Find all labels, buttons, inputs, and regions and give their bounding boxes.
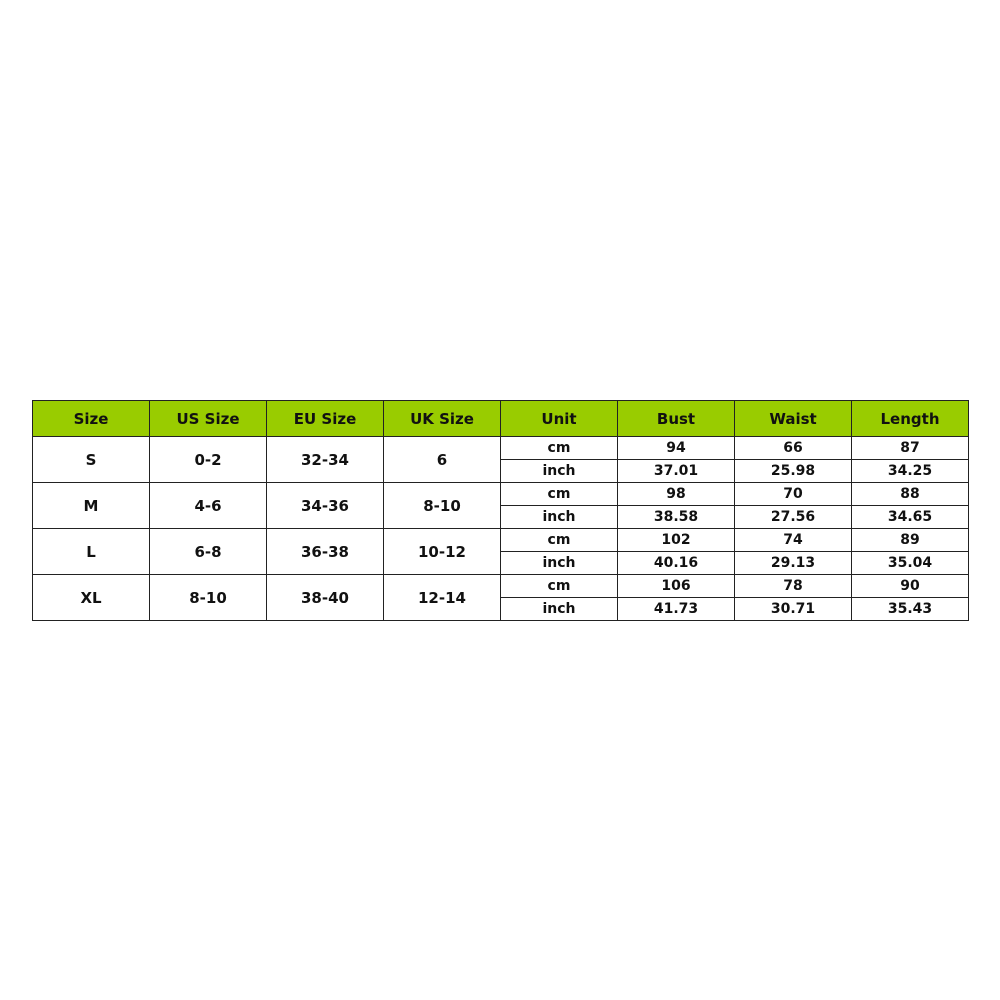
- table-row: inch 38.58 27.56 34.65: [33, 505, 969, 529]
- cell-uk: 6: [383, 436, 501, 483]
- table-row: inch 40.16 29.13 35.04: [33, 551, 969, 575]
- cell-unit: cm: [500, 436, 618, 460]
- cell-unit: inch: [500, 505, 618, 529]
- header-length: Length: [851, 400, 969, 437]
- table-row: XL 8-10 38-40 12-14 cm 106 78 90: [32, 574, 969, 621]
- cell-waist: 29.13: [734, 551, 852, 575]
- table-row: inch 41.73 30.71 35.43: [33, 597, 969, 621]
- cell-bust: 94: [617, 436, 735, 460]
- cell-uk: 12-14: [383, 574, 501, 621]
- cell-eu: 34-36: [266, 482, 384, 529]
- cell-length: 34.25: [851, 459, 969, 483]
- cell-bust: 40.16: [617, 551, 735, 575]
- cell-waist: 27.56: [734, 505, 852, 529]
- cell-us: 8-10: [149, 574, 267, 621]
- cell-bust: 102: [617, 528, 735, 552]
- cell-unit: cm: [500, 574, 618, 598]
- cell-us: 0-2: [149, 436, 267, 483]
- cell-waist: 78: [734, 574, 852, 598]
- cell-size: S: [32, 436, 150, 483]
- cell-length: 87: [851, 436, 969, 460]
- table-row: M 4-6 34-36 8-10 cm 98 70 88: [32, 482, 969, 529]
- cell-size: L: [32, 528, 150, 575]
- cell-length: 88: [851, 482, 969, 506]
- header-us-size: US Size: [149, 400, 267, 437]
- cell-bust: 38.58: [617, 505, 735, 529]
- cell-waist: 74: [734, 528, 852, 552]
- cell-unit: inch: [500, 597, 618, 621]
- table-row: S 0-2 32-34 6 cm 94 66 87: [32, 436, 969, 483]
- cell-waist: 25.98: [734, 459, 852, 483]
- cell-bust: 41.73: [617, 597, 735, 621]
- header-eu-size: EU Size: [266, 400, 384, 437]
- cell-bust: 37.01: [617, 459, 735, 483]
- cell-length: 35.04: [851, 551, 969, 575]
- cell-eu: 36-38: [266, 528, 384, 575]
- header-row: Size US Size EU Size UK Size Unit Bust Waist Le…: [32, 400, 969, 437]
- cell-length: 34.65: [851, 505, 969, 529]
- cell-bust: 98: [617, 482, 735, 506]
- cell-unit: cm: [500, 482, 618, 506]
- cell-waist: 66: [734, 436, 852, 460]
- cell-uk: 10-12: [383, 528, 501, 575]
- cell-waist: 70: [734, 482, 852, 506]
- cell-unit: inch: [500, 459, 618, 483]
- table-row: L 6-8 36-38 10-12 cm 102 74 89: [32, 528, 969, 575]
- header-unit: Unit: [500, 400, 618, 437]
- header-waist: Waist: [734, 400, 852, 437]
- cell-size: M: [32, 482, 150, 529]
- cell-unit: inch: [500, 551, 618, 575]
- header-bust: Bust: [617, 400, 735, 437]
- cell-length: 90: [851, 574, 969, 598]
- size-chart-table: Size US Size EU Size UK Size Unit Bust Waist Le…: [32, 400, 969, 621]
- cell-us: 6-8: [149, 528, 267, 575]
- table-row: inch 37.01 25.98 34.25: [33, 459, 969, 483]
- cell-waist: 30.71: [734, 597, 852, 621]
- cell-size: XL: [32, 574, 150, 621]
- cell-us: 4-6: [149, 482, 267, 529]
- cell-uk: 8-10: [383, 482, 501, 529]
- header-uk-size: UK Size: [383, 400, 501, 437]
- cell-unit: cm: [500, 528, 618, 552]
- cell-eu: 38-40: [266, 574, 384, 621]
- header-size: Size: [32, 400, 150, 437]
- cell-length: 35.43: [851, 597, 969, 621]
- cell-eu: 32-34: [266, 436, 384, 483]
- cell-bust: 106: [617, 574, 735, 598]
- cell-length: 89: [851, 528, 969, 552]
